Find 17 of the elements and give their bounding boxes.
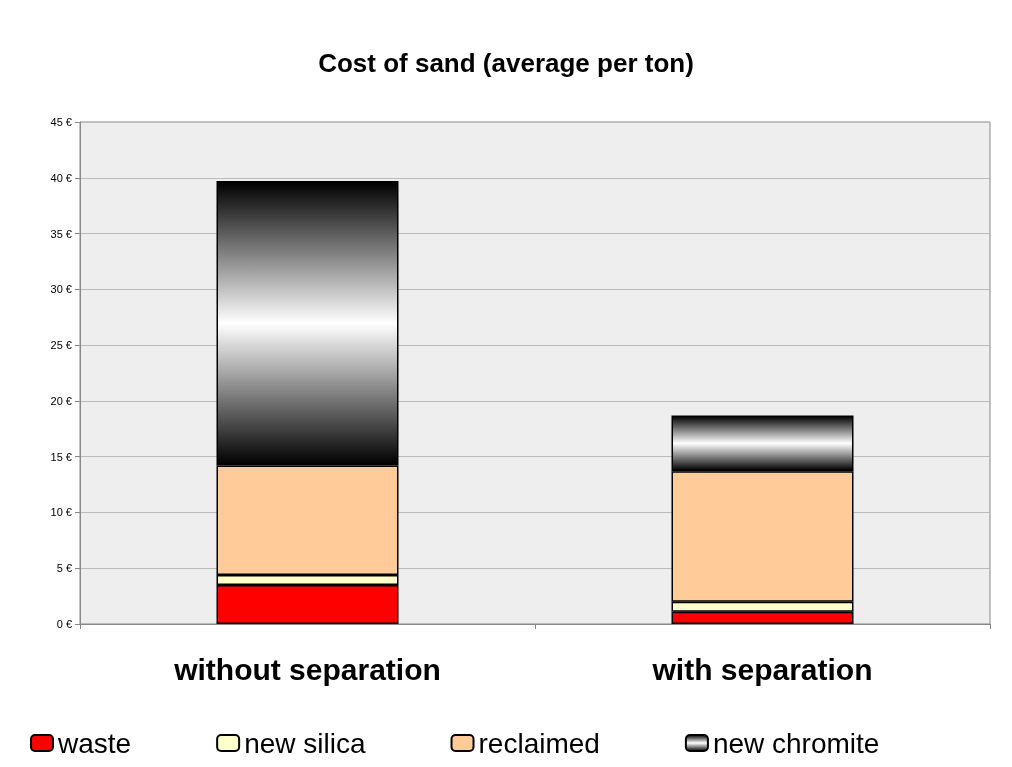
- x-tick-label: without separation: [173, 652, 441, 686]
- chart-title: Cost of sand (average per ton): [318, 48, 694, 78]
- y-tick-label: 15 €: [50, 450, 72, 463]
- y-tick-label: 10 €: [50, 506, 72, 519]
- y-tick-label: 35 €: [50, 227, 72, 240]
- legend-label: new chromite: [712, 727, 880, 759]
- y-tick-label: 20 €: [50, 394, 72, 407]
- y-tick-label: 45 €: [50, 116, 72, 128]
- legend-label: new silica: [244, 727, 366, 759]
- y-tick-label: 5 €: [56, 562, 72, 575]
- legend-label: waste: [57, 727, 132, 759]
- x-tick-label: with separation: [651, 652, 873, 686]
- y-tick-label: 25 €: [50, 339, 72, 352]
- y-tick-label: 30 €: [50, 283, 72, 296]
- y-tick-label: 0 €: [56, 618, 72, 630]
- legend-label: reclaimed: [478, 727, 600, 759]
- y-tick-label: 40 €: [50, 171, 72, 184]
